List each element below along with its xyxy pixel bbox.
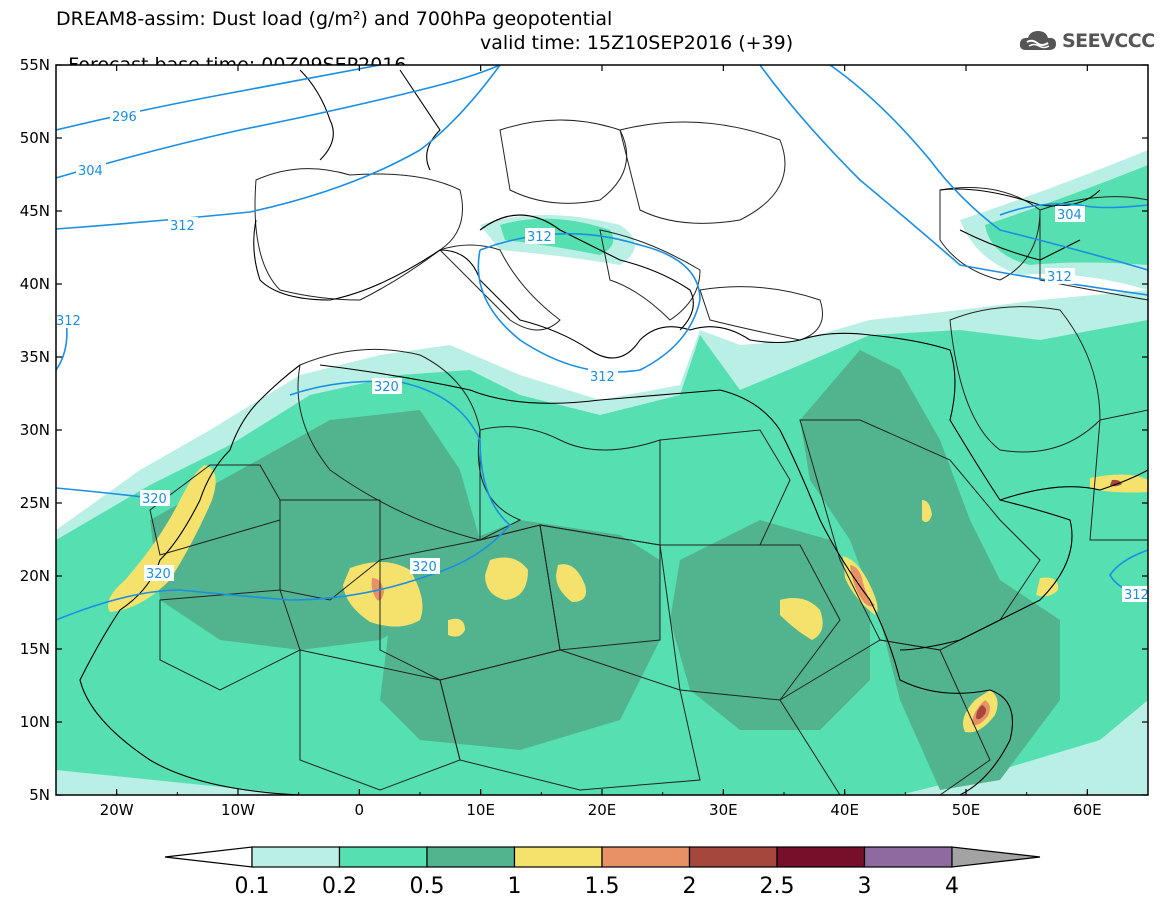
contour-label-312-se: 312	[1124, 588, 1149, 603]
lat-tick-label: 35N	[20, 348, 50, 366]
coastlines	[79, 69, 1148, 795]
lon-tick-label: 0	[355, 801, 365, 819]
contour-label-312-east: 312	[1047, 270, 1072, 285]
lat-tick-label: 30N	[20, 421, 50, 439]
colorbar: 0.1 0.2 0.5 1 1.5 2 2.5 3 4	[164, 846, 1041, 899]
lon-tick-label: 60E	[1073, 801, 1102, 819]
map-fields: 296 304 312 312 320 320 320 312 312 312 …	[56, 65, 1149, 795]
contour-label-320-west: 320	[142, 492, 167, 507]
dust-band-1-libya	[556, 564, 587, 602]
seevccc-logo: SEEVCCC	[1018, 26, 1155, 56]
lat-axis: 55N 50N 45N 40N 35N 30N 25N 20N 15N 10N 5N	[20, 56, 1148, 804]
colorbar-box	[776, 846, 866, 868]
lon-axis: 20W 10W 0 10E 20E 30E 40E 50E 60E	[55, 65, 1149, 819]
colorbar-label: 2.5	[760, 874, 795, 899]
dust-band-1.5-eritrea	[850, 565, 875, 607]
dust-band-0.5-central	[380, 520, 660, 750]
contour-label-320-center: 320	[412, 560, 437, 575]
map-title: DREAM8-assim: Dust load (g/m²) and 700hP…	[56, 8, 613, 30]
lat-tick-label: 25N	[20, 494, 50, 512]
colorbar-box	[338, 846, 428, 868]
dust-band-1-oman	[1036, 577, 1059, 597]
lat-tick-label: 55N	[20, 56, 50, 74]
contour-label-296: 296	[112, 110, 137, 125]
colorbar-label: 3	[858, 874, 872, 899]
dust-band-0.2-balkans	[500, 218, 614, 255]
lat-tick-label: 45N	[20, 202, 50, 220]
dust-band-1-sudan	[780, 597, 823, 640]
dust-band-0.5-arabia	[800, 350, 1060, 790]
colorbar-box	[513, 846, 603, 868]
logo-text: SEEVCCC	[1062, 30, 1155, 52]
colorbar-box	[426, 846, 516, 868]
colorbar-label: 0.1	[235, 874, 270, 899]
colorbar-under-triangle	[164, 846, 253, 868]
colorbar-label: 0.5	[410, 874, 445, 899]
contour-label-312-west: 312	[170, 219, 195, 234]
contour-label-304: 304	[78, 164, 103, 179]
contour-label-320-sw: 320	[146, 567, 171, 582]
dust-band-1-niger-s	[448, 618, 465, 637]
contour-label-312-edge: 312	[56, 314, 81, 329]
colorbar-box	[688, 846, 778, 868]
colorbar-box	[251, 846, 341, 868]
lon-tick-label: 10E	[466, 801, 495, 819]
lat-tick-label: 15N	[20, 640, 50, 658]
colorbar-label: 2	[683, 874, 697, 899]
dust-band-2-iran	[1110, 479, 1122, 487]
dust-band-0.5-sudan	[670, 520, 870, 730]
lon-tick-label: 20E	[588, 801, 617, 819]
dust-band-1-mauritania	[107, 465, 216, 612]
contour-labels: 296 304 312 312 320 320 320 312 312 312 …	[56, 108, 1149, 603]
dust-band-1-chad	[485, 557, 528, 600]
colorbar-box	[601, 846, 691, 868]
lat-tick-label: 10N	[20, 713, 50, 731]
contour-label-312-libya: 312	[590, 370, 615, 385]
colorbar-over-triangle	[951, 846, 1041, 868]
colorbar-box	[863, 846, 953, 868]
contour-label-304-east: 304	[1057, 208, 1082, 223]
contour-label-320-north: 320	[374, 380, 399, 395]
lat-tick-label: 20N	[20, 567, 50, 585]
lat-tick-label: 50N	[20, 129, 50, 147]
lat-tick-label: 5N	[29, 786, 50, 804]
valid-time: valid time: 15Z10SEP2016 (+39)	[480, 32, 794, 54]
lat-tick-label: 40N	[20, 275, 50, 293]
colorbar-label: 0.2	[322, 874, 357, 899]
dust-band-1-arabia	[922, 500, 932, 523]
lon-tick-label: 20W	[100, 801, 134, 819]
colorbar-label: 1.5	[585, 874, 620, 899]
lon-tick-label: 50E	[952, 801, 981, 819]
lon-tick-label: 40E	[830, 801, 859, 819]
lon-tick-label: 30E	[709, 801, 738, 819]
dust-band-2-somalia	[976, 705, 986, 720]
cloud-icon	[1019, 31, 1056, 50]
dust-band-1.5-niger	[371, 578, 384, 601]
contour-label-312-med: 312	[527, 230, 552, 245]
lon-tick-label: 10W	[221, 801, 255, 819]
colorbar-label: 1	[508, 874, 522, 899]
colorbar-label: 4	[945, 874, 959, 899]
